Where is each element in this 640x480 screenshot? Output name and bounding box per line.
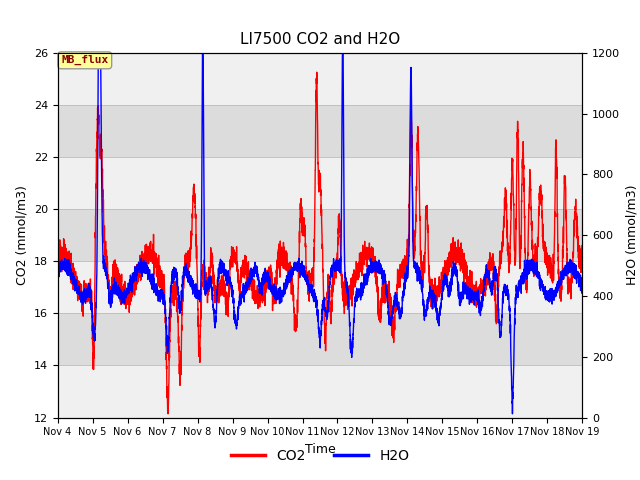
Y-axis label: CO2 (mmol/m3): CO2 (mmol/m3)	[15, 185, 28, 285]
Bar	[58, 105, 582, 157]
Title: LI7500 CO2 and H2O: LI7500 CO2 and H2O	[240, 33, 400, 48]
Bar	[58, 157, 582, 209]
Legend: CO2, H2O: CO2, H2O	[225, 443, 415, 468]
Text: MB_flux: MB_flux	[61, 55, 108, 65]
Bar	[58, 209, 582, 261]
Bar	[58, 365, 582, 418]
Bar	[58, 53, 582, 105]
X-axis label: Time: Time	[305, 443, 335, 456]
Bar	[58, 261, 582, 313]
Bar	[58, 313, 582, 365]
Y-axis label: H2O (mmol/m3): H2O (mmol/m3)	[626, 185, 639, 286]
